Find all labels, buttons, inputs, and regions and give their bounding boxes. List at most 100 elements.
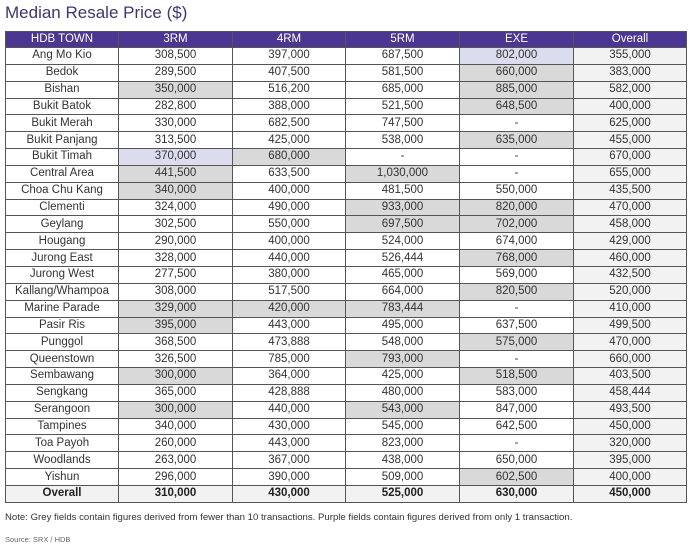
cell-exe: 885,000 [459, 80, 574, 99]
cell-3rm: 313,500 [118, 131, 233, 150]
cell-4rm: 682,500 [232, 114, 346, 133]
cell-town: Jurong East [5, 249, 119, 267]
cell-overall: 493,500 [573, 400, 687, 419]
cell-exe: 650,000 [459, 451, 574, 470]
cell-5rm: 793,000 [345, 350, 460, 369]
cell-5rm: 543,000 [345, 400, 460, 419]
cell-3rm: 296,000 [118, 468, 233, 486]
cell-5rm: 525,000 [345, 484, 460, 503]
cell-overall: 400,000 [573, 97, 687, 116]
cell-exe: - [459, 114, 574, 133]
cell-4rm: 440,000 [232, 400, 346, 419]
cell-5rm: 933,000 [345, 198, 460, 217]
cell-4rm: 430,000 [232, 484, 346, 503]
cell-town: Jurong West [5, 265, 119, 284]
cell-3rm: 310,000 [118, 484, 233, 503]
source-text: Source: SRX / HDB [5, 535, 71, 544]
cell-3rm: 368,500 [118, 333, 233, 352]
cell-5rm: 823,000 [345, 434, 460, 453]
cell-4rm: 420,000 [232, 299, 346, 318]
cell-5rm: 581,500 [345, 63, 460, 82]
cell-4rm: 633,500 [232, 164, 346, 183]
table-row: Central Area 441,500 633,500 1,030,000-655,… [5, 164, 687, 183]
cell-town: Kallang/Whampoa [5, 282, 119, 301]
table-row: Geylang 302,500 550,000 697,500 702,000 458,0… [5, 215, 687, 234]
table-row: Choa Chu Kang 340,000 400,000 481,500 550,00… [5, 181, 687, 200]
table-row: Toa Payoh 260,000 443,000 823,000-320,000 [5, 434, 687, 453]
cell-5rm: 548,000 [345, 333, 460, 352]
cell-exe: 637,500 [459, 316, 574, 335]
cell-4rm: 388,000 [232, 97, 346, 116]
cell-exe: 674,000 [459, 232, 574, 251]
table-row: Bishan 350,000 516,200 685,000 885,000 582,00… [5, 80, 687, 99]
table-row: Clementi 324,000 490,000 933,000 820,000 470,… [5, 198, 687, 217]
cell-5rm: 425,000 [345, 367, 460, 385]
cell-4rm: 364,000 [232, 367, 346, 385]
cell-town: Central Area [5, 164, 119, 183]
column-header-5rm: 5RM [345, 31, 460, 48]
cell-overall: 655,000 [573, 164, 687, 183]
cell-exe: 847,000 [459, 400, 574, 419]
cell-4rm: 407,500 [232, 63, 346, 82]
cell-4rm: 430,000 [232, 417, 346, 436]
cell-overall: 458,000 [573, 215, 687, 234]
cell-town: Pasir Ris [5, 316, 119, 335]
cell-4rm: 550,000 [232, 215, 346, 234]
cell-5rm: 687,500 [345, 47, 460, 65]
cell-3rm: 263,000 [118, 451, 233, 470]
cell-5rm: 480,000 [345, 383, 460, 402]
cell-overall: 450,000 [573, 417, 687, 436]
cell-exe: 702,000 [459, 215, 574, 234]
cell-town: Bukit Merah [5, 114, 119, 133]
cell-3rm: 395,000 [118, 316, 233, 335]
cell-3rm: 282,800 [118, 97, 233, 116]
cell-exe: - [459, 299, 574, 318]
table-row: Hougang 290,000 400,000 524,000 674,000 429,0… [5, 232, 687, 251]
cell-exe: 575,000 [459, 333, 574, 352]
cell-overall: 450,000 [573, 484, 687, 503]
cell-town: Overall [5, 484, 119, 503]
cell-5rm: 509,000 [345, 468, 460, 486]
cell-overall: 320,000 [573, 434, 687, 453]
cell-town: Queenstown [5, 350, 119, 369]
page-title: Median Resale Price ($) [5, 3, 188, 22]
cell-exe: 518,500 [459, 367, 574, 385]
cell-5rm: 495,000 [345, 316, 460, 335]
cell-exe: 569,000 [459, 265, 574, 284]
cell-4rm: 516,200 [232, 80, 346, 99]
cell-3rm: 289,500 [118, 63, 233, 82]
cell-3rm: 324,000 [118, 198, 233, 217]
cell-3rm: 340,000 [118, 417, 233, 436]
cell-4rm: 397,000 [232, 47, 346, 65]
cell-5rm: 538,000 [345, 131, 460, 150]
column-header-3rm: 3RM [118, 31, 233, 48]
cell-4rm: 785,000 [232, 350, 346, 369]
table-row: Kallang/Whampoa 308,000 517,500 664,000 820,… [5, 282, 687, 301]
cell-4rm: 380,000 [232, 265, 346, 284]
cell-exe: - [459, 350, 574, 369]
cell-3rm: 260,000 [118, 434, 233, 453]
cell-3rm: 330,000 [118, 114, 233, 133]
cell-exe: 630,000 [459, 484, 574, 503]
table-row: Sengkang 365,000 428,888 480,000 583,000 458,… [5, 383, 687, 402]
cell-3rm: 277,500 [118, 265, 233, 284]
cell-overall: 470,000 [573, 198, 687, 217]
cell-town: Punggol [5, 333, 119, 352]
table-row: Sembawang 300,000 364,000 425,000 518,500 403… [5, 367, 687, 385]
cell-5rm: 521,500 [345, 97, 460, 116]
cell-exe: 820,500 [459, 282, 574, 301]
table-row: Ang Mo Kio 308,500 397,000 687,500 802,000 35… [5, 47, 687, 65]
cell-3rm: 350,000 [118, 80, 233, 99]
cell-overall: 520,000 [573, 282, 687, 301]
cell-5rm: 465,000 [345, 265, 460, 284]
cell-4rm: 473,888 [232, 333, 346, 352]
table-row: Queenstown 326,500 785,000 793,000-660,000 [5, 350, 687, 369]
cell-4rm: 425,000 [232, 131, 346, 150]
table-row: Punggol 368,500 473,888 548,000 575,000 470,0… [5, 333, 687, 352]
cell-overall: 625,000 [573, 114, 687, 133]
cell-exe: 602,500 [459, 468, 574, 486]
cell-5rm: 783,444 [345, 299, 460, 318]
cell-exe: 660,000 [459, 63, 574, 82]
cell-town: Marine Parade [5, 299, 119, 318]
table-row: Serangoon 300,000 440,000 543,000 847,000 493… [5, 400, 687, 419]
